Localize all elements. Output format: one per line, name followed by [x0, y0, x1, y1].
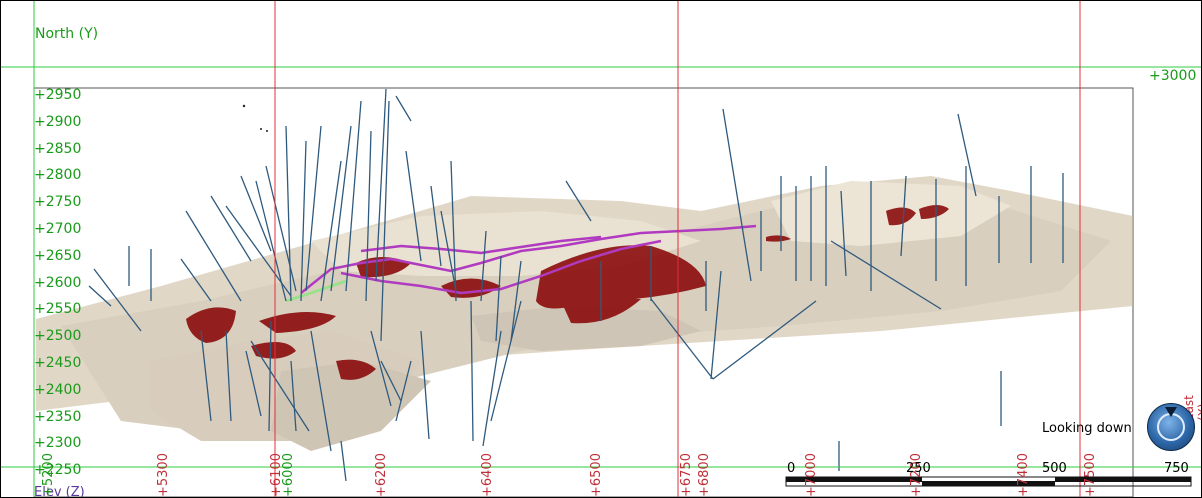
y-tick: +2950: [34, 87, 82, 103]
compass-arrow-icon: [1165, 407, 1177, 417]
y-tick: +2300: [34, 435, 82, 451]
x-tick: +6750: [679, 453, 694, 497]
x-tick: +6500: [589, 453, 604, 497]
x-tick: +5200: [41, 453, 56, 497]
scale-label: 750: [1164, 461, 1189, 476]
y-tick: +2400: [34, 382, 82, 398]
y-tick: +2500: [34, 328, 82, 344]
x-tick: +7000: [804, 453, 819, 497]
y-tick: +2700: [34, 221, 82, 237]
view-orientation-label: Looking down: [1042, 421, 1132, 436]
y-tick: +2750: [34, 194, 82, 210]
orebodies: [186, 205, 949, 380]
y-tick: +2250: [34, 462, 82, 478]
green-working: [285, 279, 347, 303]
y-tick: +2650: [34, 248, 82, 264]
elev-axis-label: Elev (Z): [34, 485, 85, 498]
scale-label: 0: [787, 461, 796, 476]
x-tick: +5300: [156, 453, 171, 497]
small-markers: [242, 104, 268, 132]
north-axis-label: North (Y): [35, 26, 99, 42]
drillholes: [88, 88, 1064, 482]
x-tick: +6000: [281, 453, 296, 497]
x-tick: +7400: [1016, 453, 1031, 497]
compass-ring: [1157, 413, 1185, 441]
grid-label-3000n: +3000 N: [1149, 68, 1201, 84]
scale-label: 250: [906, 461, 931, 476]
x-tick: +6400: [480, 453, 495, 497]
compass-icon[interactable]: [1147, 403, 1195, 451]
y-tick: +2800: [34, 167, 82, 183]
x-tick: +7500: [1083, 453, 1098, 497]
y-tick: +2350: [34, 409, 82, 425]
y-tick: +2550: [34, 301, 82, 317]
scale-label: 500: [1042, 461, 1067, 476]
y-tick: +2600: [34, 275, 82, 291]
y-tick: +2900: [34, 114, 82, 130]
y-tick: +2450: [34, 355, 82, 371]
y-tick: +2850: [34, 141, 82, 157]
x-tick: +6200: [374, 453, 389, 497]
scale-bar: [785, 476, 1192, 487]
x-tick: +6800: [697, 453, 712, 497]
